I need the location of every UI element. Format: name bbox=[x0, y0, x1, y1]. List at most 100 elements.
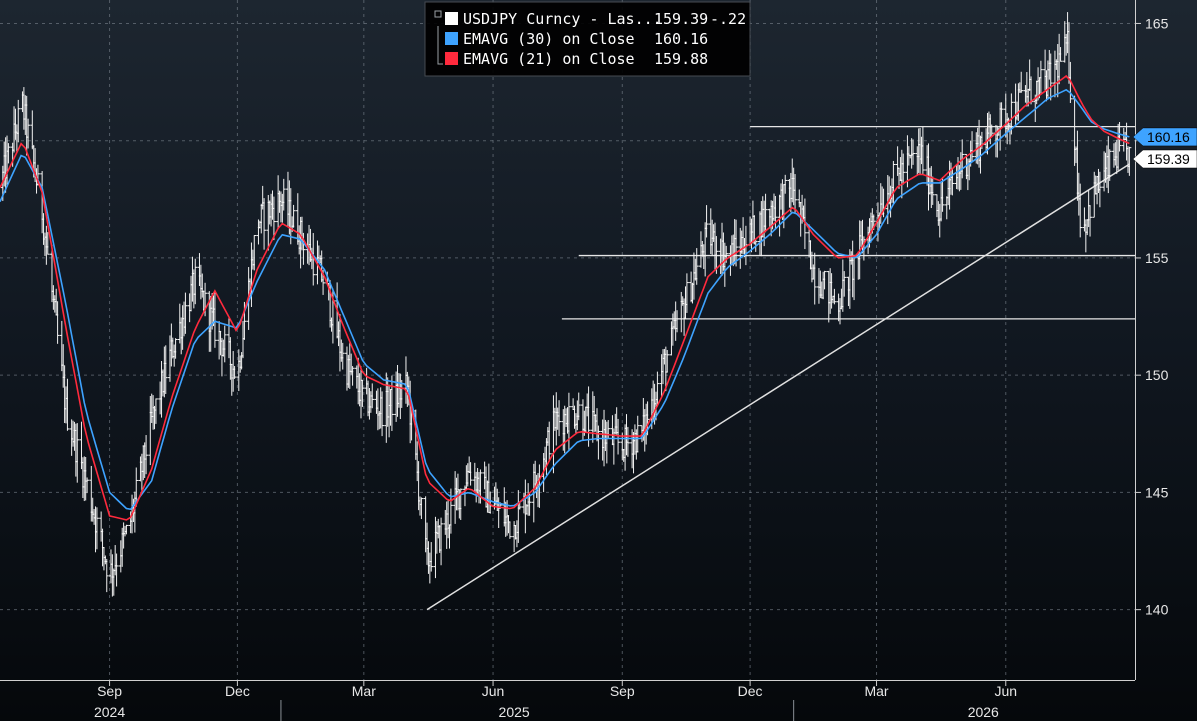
legend-swatch bbox=[445, 32, 458, 45]
legend-series-value: 159.88 bbox=[654, 50, 708, 68]
price-bar bbox=[1127, 146, 1132, 176]
price-bar bbox=[920, 126, 925, 175]
price-bar bbox=[586, 386, 591, 447]
price-bar bbox=[999, 102, 1004, 127]
y-tick-label: 165 bbox=[1145, 15, 1169, 31]
price-bars bbox=[0, 12, 1132, 597]
price-bar bbox=[812, 252, 817, 305]
price-bar bbox=[596, 425, 601, 460]
price-bar bbox=[1052, 50, 1057, 98]
price-bar bbox=[616, 418, 621, 455]
price-bar bbox=[360, 379, 365, 407]
price-bar bbox=[281, 178, 286, 211]
price-bar bbox=[144, 435, 149, 475]
price-bar bbox=[704, 205, 709, 238]
legend-tree-line bbox=[437, 26, 443, 65]
legend-series-name: EMAVG (21) on Close bbox=[463, 50, 635, 68]
price-bar bbox=[134, 467, 139, 507]
axes: 140145150155160165SepDecMarJunSepDecMarJ… bbox=[0, 0, 1169, 721]
price-bar bbox=[1107, 149, 1112, 181]
legend-box bbox=[424, 1, 751, 77]
legend-entry: USDJPY Curncy - Las...159.39 -.22 bbox=[445, 10, 746, 28]
x-tick-label: Mar bbox=[864, 683, 888, 699]
price-bar bbox=[232, 366, 237, 379]
x-tick-label: Jun bbox=[482, 683, 505, 699]
legend-series-value: 160.16 bbox=[654, 30, 708, 48]
year-label: 2026 bbox=[968, 704, 999, 720]
price-bar bbox=[901, 153, 906, 185]
price-bar bbox=[271, 196, 276, 241]
moving-averages bbox=[0, 74, 1130, 521]
y-tick-label: 145 bbox=[1145, 484, 1169, 500]
x-tick-label: Sep bbox=[97, 683, 122, 699]
price-bar bbox=[26, 118, 31, 149]
price-bar bbox=[262, 198, 267, 250]
horizontal-levels bbox=[561, 125, 1135, 320]
price-bar bbox=[911, 139, 916, 165]
price-bar bbox=[1009, 93, 1014, 135]
price-bar bbox=[507, 521, 512, 539]
rising-trendline bbox=[426, 163, 1130, 611]
price-bar bbox=[1078, 183, 1083, 238]
price-tag-box bbox=[1132, 127, 1197, 147]
price-bar bbox=[557, 400, 562, 437]
price-bar bbox=[566, 392, 571, 451]
price-bar bbox=[635, 415, 640, 453]
x-tick-label: Dec bbox=[738, 683, 763, 699]
x-tick-label: Jun bbox=[994, 683, 1017, 699]
price-tag: 160.16 bbox=[1132, 127, 1197, 147]
price-bar bbox=[989, 124, 994, 137]
price-bar bbox=[675, 310, 680, 333]
price-bar bbox=[783, 174, 788, 194]
y-tick-label: 150 bbox=[1145, 367, 1169, 383]
price-bar bbox=[576, 392, 581, 421]
year-label: 2024 bbox=[94, 704, 125, 720]
legend-swatch bbox=[445, 12, 458, 25]
price-bar bbox=[950, 168, 955, 196]
price-bar bbox=[1097, 171, 1102, 208]
price-bar bbox=[104, 558, 109, 593]
price-bar bbox=[832, 288, 837, 305]
trendline bbox=[426, 163, 1130, 611]
legend-swatch bbox=[445, 52, 458, 65]
price-bar bbox=[6, 143, 11, 164]
price-bar bbox=[389, 375, 394, 431]
price-bar bbox=[114, 553, 119, 587]
price-bar bbox=[222, 325, 227, 363]
price-bar bbox=[665, 350, 670, 373]
price-bar bbox=[551, 395, 556, 474]
price-bar bbox=[1019, 71, 1024, 93]
price-bar bbox=[1048, 53, 1053, 101]
price-bar bbox=[163, 345, 168, 394]
x-tick-label: Sep bbox=[610, 683, 635, 699]
price-bar bbox=[694, 248, 699, 285]
price-bar bbox=[183, 292, 188, 334]
price-bar bbox=[714, 236, 719, 274]
price-tag-value: 160.16 bbox=[1147, 129, 1190, 145]
price-bar bbox=[212, 292, 217, 348]
price-bar bbox=[822, 270, 827, 290]
x-tick-label: Mar bbox=[352, 683, 376, 699]
price-bar bbox=[350, 366, 355, 386]
legend-entry: EMAVG (30) on Close 160.16 bbox=[445, 30, 708, 48]
emavg-30-line bbox=[0, 88, 1130, 511]
price-tags: 160.16 159.39 bbox=[1132, 127, 1197, 169]
price-bar bbox=[30, 110, 35, 150]
legend-series-change: -.22 bbox=[710, 10, 746, 28]
price-bar bbox=[252, 235, 257, 271]
legend-entry: EMAVG (21) on Close 159.88 bbox=[445, 50, 708, 68]
x-tick-label: Dec bbox=[225, 683, 250, 699]
price-bar bbox=[193, 258, 198, 305]
price-bar bbox=[419, 497, 424, 520]
price-bar bbox=[734, 219, 739, 267]
price-bar bbox=[1038, 60, 1043, 94]
price-bar bbox=[429, 542, 434, 572]
price-bar bbox=[45, 232, 50, 255]
legend-series-value: 159.39 bbox=[654, 10, 708, 28]
price-bar bbox=[439, 517, 444, 566]
price-bar bbox=[547, 421, 552, 461]
price-bar bbox=[1088, 205, 1093, 237]
price-bar bbox=[930, 176, 935, 205]
y-tick-label: 140 bbox=[1145, 602, 1169, 618]
